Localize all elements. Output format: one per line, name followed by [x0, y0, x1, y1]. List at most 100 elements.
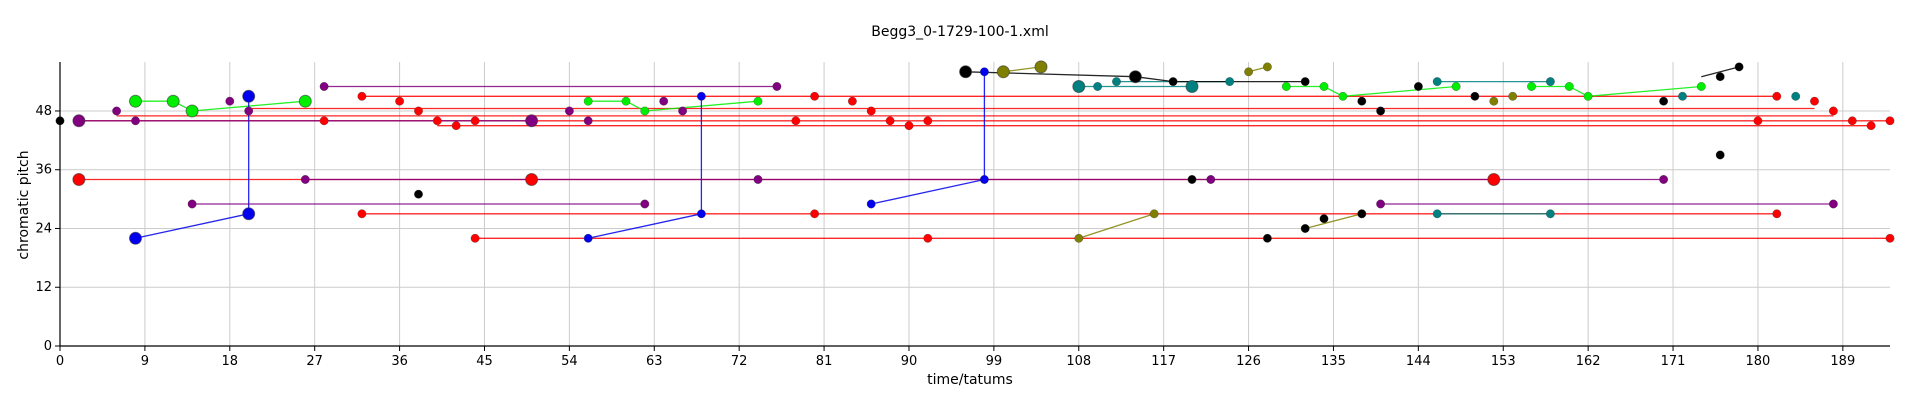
data-point	[904, 121, 914, 131]
data-point	[414, 189, 423, 199]
x-tick-label: 45	[476, 354, 493, 369]
data-point	[1545, 77, 1555, 87]
series-line	[135, 96, 250, 239]
x-tick-label: 90	[901, 354, 918, 369]
data-point	[525, 173, 539, 186]
data-point	[166, 94, 180, 108]
x-tick-label: 117	[1151, 354, 1176, 369]
data-point	[242, 207, 256, 221]
data-point	[1034, 60, 1048, 74]
data-point	[1753, 116, 1763, 126]
y-tick-label: 36	[35, 163, 52, 178]
data-point	[1074, 233, 1084, 243]
data-point	[185, 104, 199, 118]
data-point	[1112, 77, 1121, 87]
data-point	[1508, 91, 1518, 101]
data-point	[621, 96, 631, 106]
data-point	[414, 106, 423, 116]
data-point	[564, 106, 574, 116]
data-point	[319, 82, 329, 91]
data-point	[772, 82, 782, 91]
data-point	[112, 106, 122, 116]
series-line	[588, 96, 703, 239]
data-point	[1564, 82, 1574, 91]
data-point	[583, 233, 593, 243]
data-point	[1885, 116, 1895, 126]
data-point	[996, 65, 1010, 79]
data-point	[298, 94, 312, 108]
x-tick-label: 144	[1406, 354, 1431, 369]
x-tick-label: 9	[141, 354, 149, 369]
data-point	[525, 114, 539, 128]
data-point	[696, 209, 706, 219]
data-point	[1300, 77, 1310, 87]
data-point	[583, 96, 593, 106]
data-point	[1376, 199, 1386, 209]
data-point	[1357, 209, 1367, 219]
data-point	[1357, 96, 1367, 106]
data-point	[1734, 62, 1744, 72]
data-point	[1187, 175, 1197, 184]
data-point	[1319, 82, 1329, 91]
series-line	[1305, 213, 1362, 230]
data-point	[1828, 106, 1838, 116]
data-point	[885, 116, 895, 126]
data-point	[1772, 209, 1782, 219]
y-tick-label: 0	[44, 339, 52, 354]
x-tick-label: 135	[1321, 354, 1346, 369]
data-point	[1319, 214, 1329, 224]
data-point	[395, 96, 405, 106]
data-point	[1810, 96, 1819, 106]
data-point	[131, 116, 140, 126]
data-point	[129, 231, 142, 245]
data-point	[1715, 150, 1725, 160]
data-point	[1262, 233, 1272, 243]
data-point	[187, 199, 197, 209]
y-tick-label: 12	[35, 280, 52, 295]
series-line	[871, 71, 986, 205]
data-point	[1225, 77, 1235, 87]
data-point	[225, 96, 235, 106]
data-point	[753, 96, 763, 106]
series-line	[135, 100, 306, 112]
x-axis-label: time/tatums	[927, 372, 1013, 388]
data-point	[1487, 173, 1501, 186]
y-tick-label: 48	[35, 104, 52, 119]
data-point	[640, 199, 650, 209]
data-point	[979, 67, 989, 77]
x-tick-label: 180	[1746, 354, 1771, 369]
data-point	[1300, 224, 1310, 233]
data-point	[1659, 175, 1669, 184]
data-point	[244, 106, 254, 116]
data-point	[923, 116, 933, 126]
y-tick-label: 24	[35, 221, 52, 236]
data-point	[1527, 82, 1536, 91]
data-point	[696, 91, 706, 101]
x-tick-label: 36	[391, 354, 408, 369]
series-line	[588, 100, 759, 112]
note-lines	[78, 66, 1890, 239]
data-point	[866, 199, 876, 209]
data-point	[1866, 121, 1876, 131]
data-point	[1185, 80, 1199, 93]
series-line	[965, 71, 1306, 83]
data-point	[357, 209, 367, 219]
data-point	[1072, 80, 1086, 93]
data-point	[659, 96, 669, 106]
data-point	[678, 106, 688, 116]
data-point	[1149, 209, 1159, 219]
data-point	[959, 65, 973, 79]
data-point	[357, 91, 367, 101]
data-point	[1244, 67, 1254, 77]
data-point	[640, 106, 650, 116]
x-tick-label: 0	[56, 354, 64, 369]
x-tick-label: 18	[222, 354, 239, 369]
data-point	[1828, 199, 1838, 209]
data-point	[1583, 91, 1593, 101]
data-point	[1206, 175, 1216, 184]
data-point	[1281, 82, 1291, 91]
series-line	[1286, 85, 1457, 97]
data-point	[319, 116, 329, 126]
x-tick-label: 108	[1066, 354, 1091, 369]
data-point	[470, 116, 480, 126]
